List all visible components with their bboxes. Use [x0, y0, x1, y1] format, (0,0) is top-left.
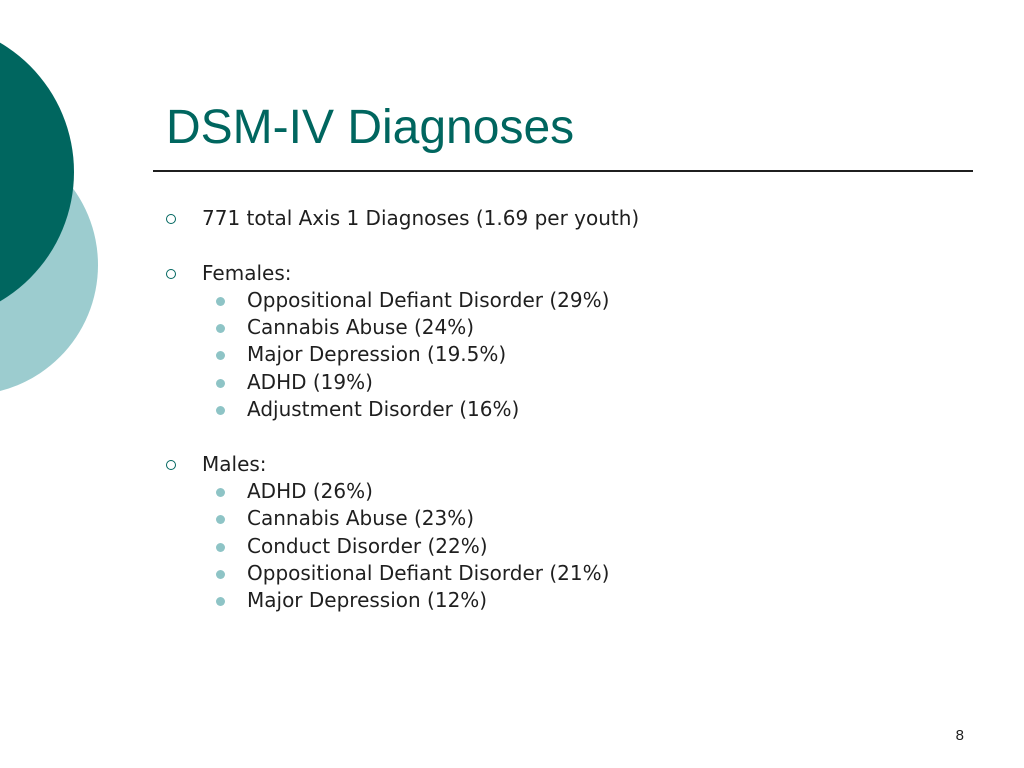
- male-diagnosis-text: Major Depression (12%): [247, 588, 488, 613]
- female-diagnosis-item: Cannabis Abuse (24%): [164, 314, 984, 341]
- male-diagnosis-item: ADHD (26%): [164, 478, 984, 505]
- filled-dot-icon: [216, 597, 225, 607]
- males-label: Males:: [202, 451, 267, 476]
- female-diagnosis-text: ADHD (19%): [247, 369, 373, 394]
- filled-dot-icon: [216, 542, 225, 552]
- female-diagnosis-text: Adjustment Disorder (16%): [247, 397, 520, 422]
- male-diagnosis-text: Conduct Disorder (22%): [247, 533, 488, 558]
- female-diagnosis-text: Major Depression (19.5%): [247, 342, 507, 367]
- hollow-circle-icon: [166, 459, 176, 470]
- filled-dot-icon: [216, 487, 225, 497]
- filled-dot-icon: [216, 324, 225, 334]
- title-divider: [153, 170, 973, 172]
- filled-dot-icon: [216, 569, 225, 579]
- female-diagnosis-item: ADHD (19%): [164, 369, 984, 396]
- summary-text: 771 total Axis 1 Diagnoses (1.69 per you…: [202, 206, 640, 230]
- filled-dot-icon: [216, 515, 225, 525]
- male-diagnosis-item: Cannabis Abuse (23%): [164, 505, 984, 532]
- slide-title: DSM-IV Diagnoses: [166, 101, 575, 154]
- female-diagnosis-item: Major Depression (19.5%): [164, 341, 984, 368]
- female-diagnosis-text: Oppositional Defiant Disorder (29%): [247, 287, 610, 312]
- slide-content: 771 total Axis 1 Diagnoses (1.69 per you…: [164, 205, 984, 614]
- male-diagnosis-item: Oppositional Defiant Disorder (21%): [164, 560, 984, 587]
- male-diagnosis-item: Major Depression (12%): [164, 587, 984, 614]
- females-heading: Females:: [164, 260, 984, 287]
- page-number: 8: [955, 727, 964, 744]
- hollow-circle-icon: [166, 268, 176, 279]
- female-diagnosis-item: Oppositional Defiant Disorder (29%): [164, 287, 984, 314]
- male-diagnosis-item: Conduct Disorder (22%): [164, 533, 984, 560]
- filled-dot-icon: [216, 296, 225, 306]
- summary-bullet: 771 total Axis 1 Diagnoses (1.69 per you…: [164, 205, 984, 232]
- female-diagnosis-item: Adjustment Disorder (16%): [164, 396, 984, 423]
- male-diagnosis-text: Oppositional Defiant Disorder (21%): [247, 560, 610, 585]
- filled-dot-icon: [216, 351, 225, 361]
- females-label: Females:: [202, 260, 292, 285]
- spacer: [164, 423, 984, 450]
- male-diagnosis-text: Cannabis Abuse (23%): [247, 506, 475, 531]
- males-heading: Males:: [164, 451, 984, 478]
- female-diagnosis-text: Cannabis Abuse (24%): [247, 315, 475, 340]
- spacer: [164, 232, 984, 259]
- male-diagnosis-text: ADHD (26%): [247, 478, 373, 503]
- hollow-circle-icon: [166, 214, 176, 224]
- filled-dot-icon: [216, 378, 225, 388]
- filled-dot-icon: [216, 406, 225, 416]
